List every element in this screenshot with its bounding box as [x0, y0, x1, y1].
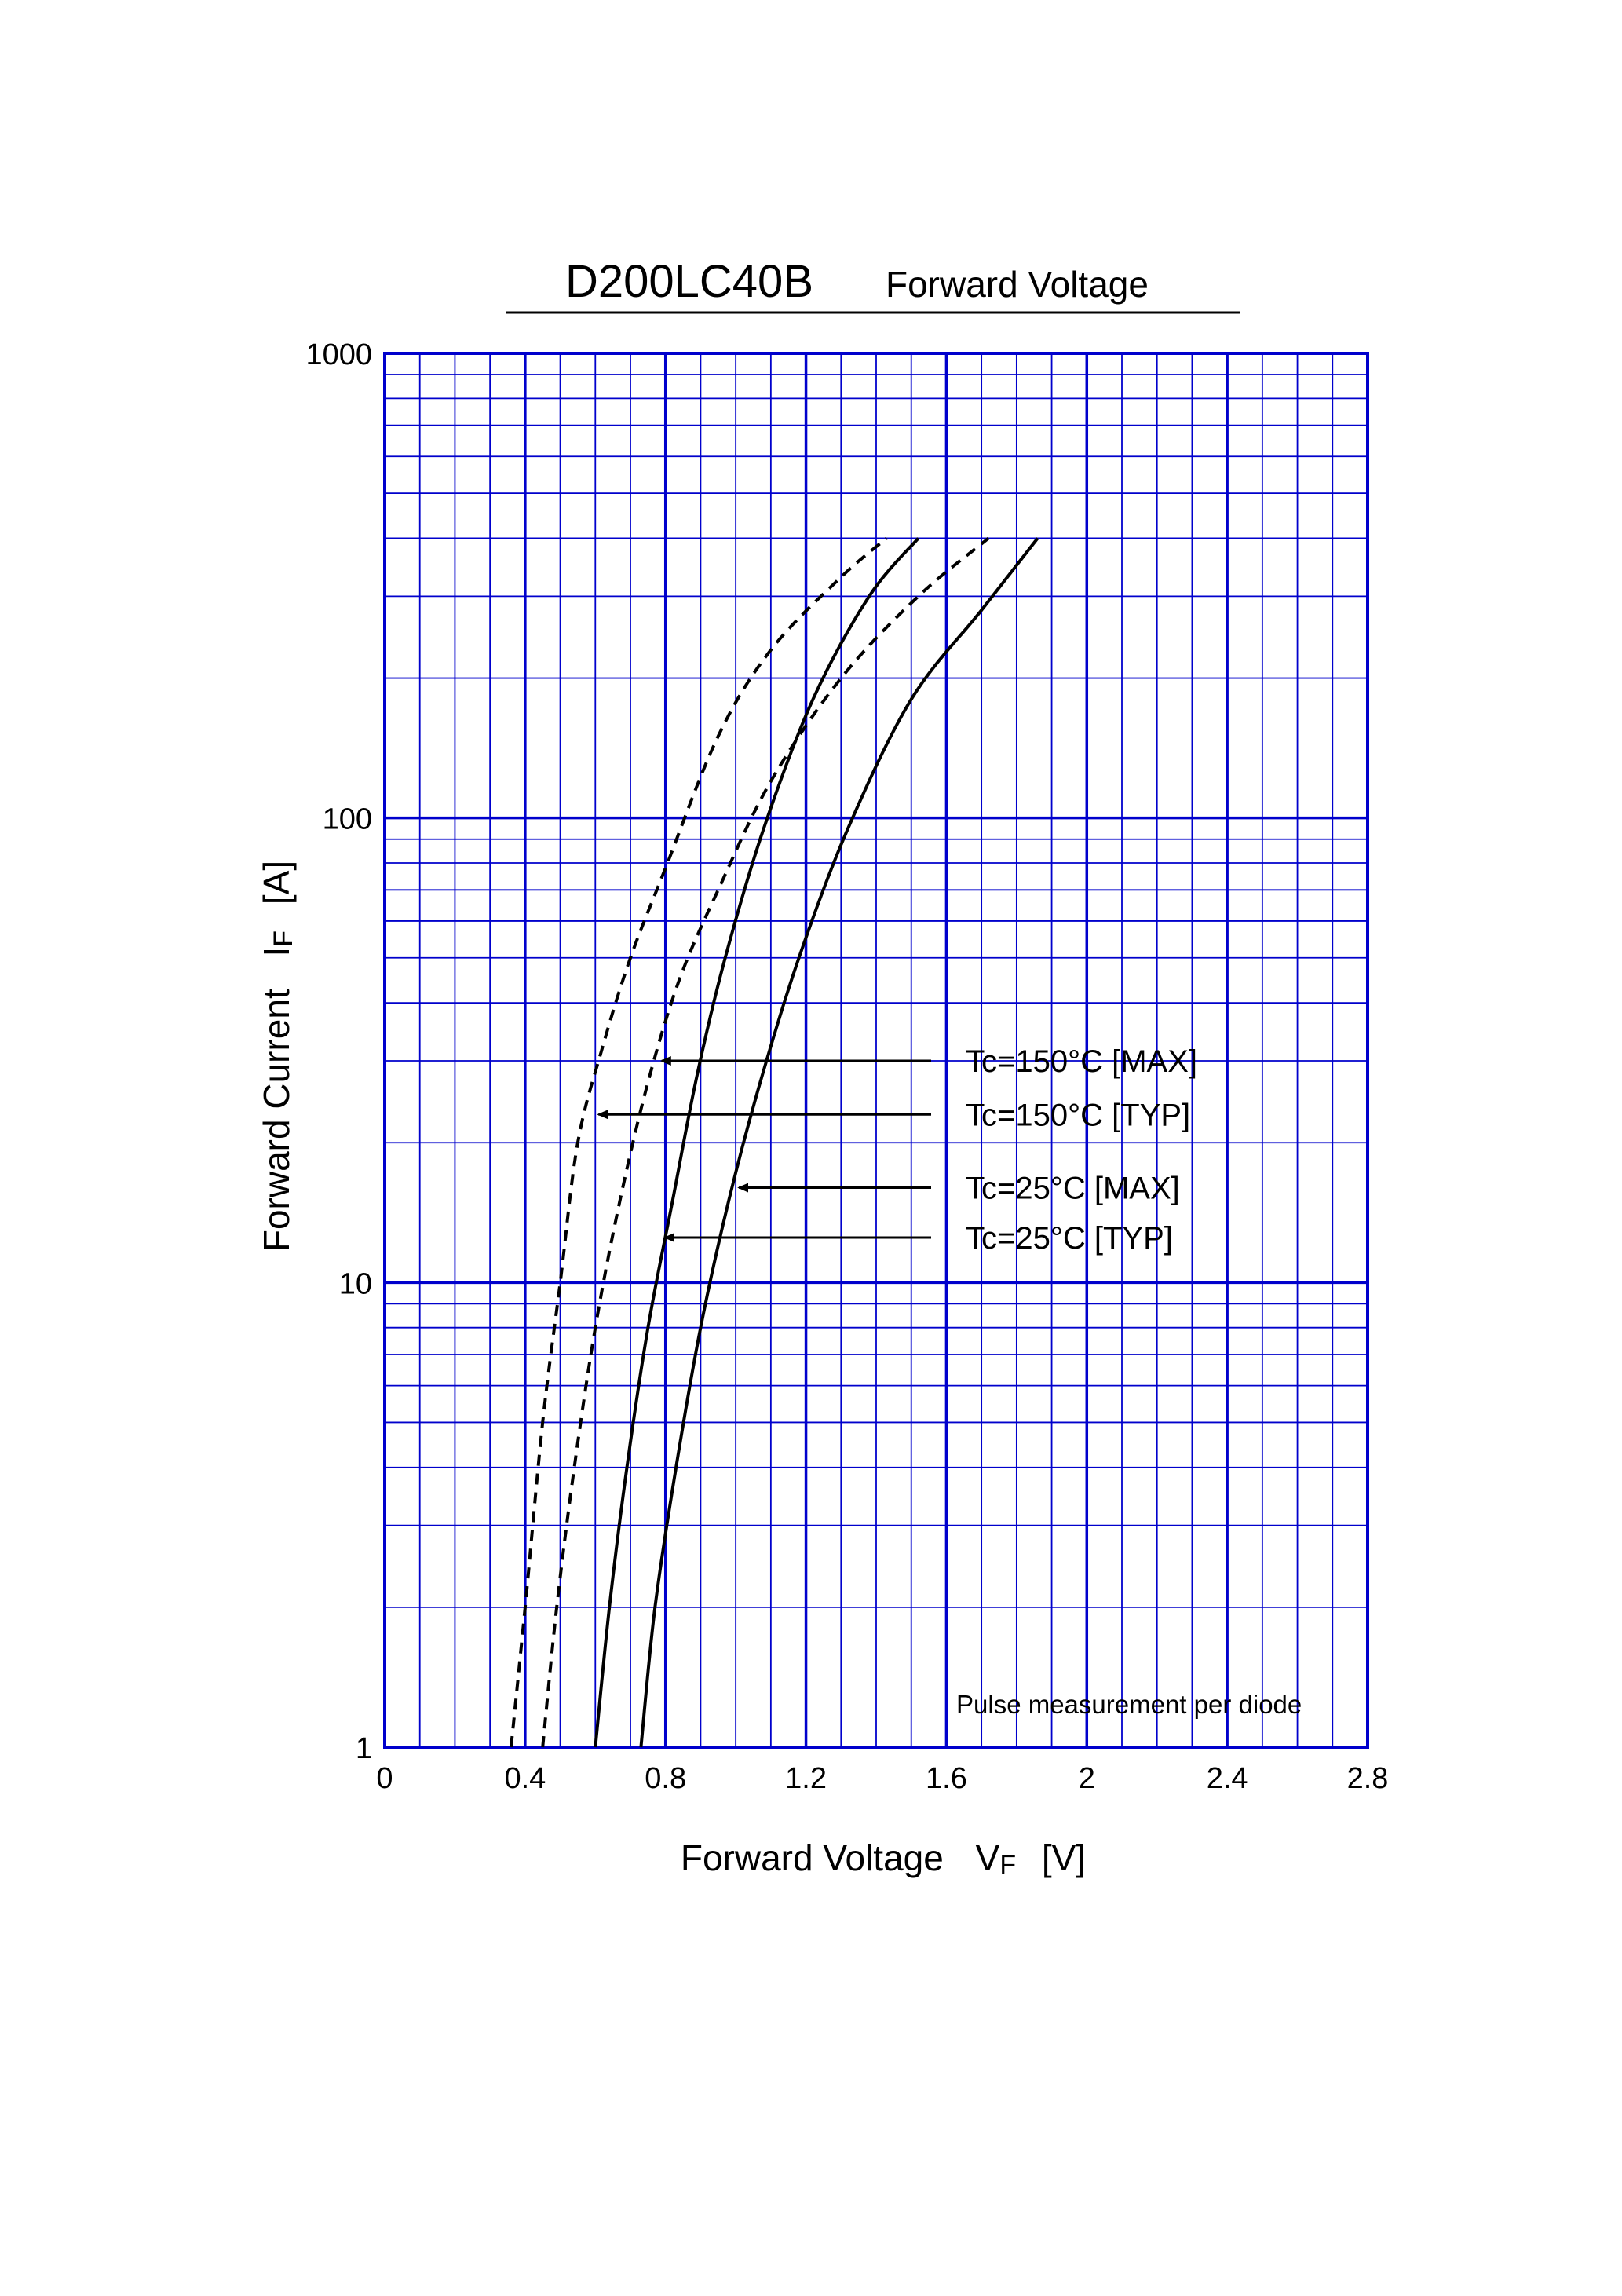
x-axis-unit: [V] — [1042, 1837, 1086, 1878]
series-line-1 — [541, 536, 990, 1748]
annotations: Tc=150°C [MAX] Tc=150°C [TYP] Tc=25°C [MAX… — [597, 1044, 1197, 1256]
y-tick-label: 10 — [339, 1267, 372, 1300]
chart-subtitle: Forward Voltage — [886, 264, 1149, 305]
series-line-0 — [510, 536, 888, 1748]
series-line-2 — [594, 537, 920, 1748]
plot-frame — [383, 352, 1369, 1749]
x-tick-label: 0.8 — [645, 1762, 686, 1795]
chart-title: D200LC40B — [565, 256, 813, 307]
y-axis-title: Forward Current IF [A] — [256, 861, 300, 1252]
series-lines — [510, 536, 1039, 1748]
y-axis-subscript: F — [269, 930, 298, 947]
x-tick-label: 0 — [376, 1762, 393, 1795]
annotation-label: Tc=25°C [MAX] — [966, 1172, 1180, 1206]
x-tick-label: 1.2 — [785, 1762, 827, 1795]
x-axis-symbol: V — [976, 1837, 1000, 1878]
x-axis-title: Forward Voltage VF [V] — [681, 1837, 1086, 1881]
y-tick-label: 100 — [323, 803, 372, 836]
pulse-note: Pulse measurement per diode — [956, 1690, 1302, 1719]
x-axis-subscript: F — [999, 1850, 1016, 1880]
annotation-label: Tc=150°C [TYP] — [966, 1098, 1190, 1132]
series-line-3 — [639, 537, 1039, 1748]
x-tick-label: 2.4 — [1207, 1762, 1248, 1795]
y-axis-unit: [A] — [256, 861, 297, 905]
y-axis-symbol: I — [256, 947, 297, 957]
y-tick-label: 1000 — [305, 338, 372, 371]
x-tick-label: 2.8 — [1347, 1762, 1389, 1795]
x-tick-label: 2 — [1079, 1762, 1095, 1795]
y-axis-label: Forward Current — [256, 989, 297, 1252]
y-axis-ticks: 1 10 100 1000 — [305, 338, 372, 1765]
y-tick-label: 1 — [356, 1732, 372, 1765]
x-axis-label: Forward Voltage — [681, 1837, 944, 1878]
annotation-label: Tc=150°C [MAX] — [966, 1044, 1197, 1079]
annotation-label: Tc=25°C [TYP] — [966, 1221, 1173, 1256]
x-tick-label: 0.4 — [504, 1762, 546, 1795]
x-axis-ticks: 0 0.4 0.8 1.2 1.6 2 2.4 2.8 — [376, 1762, 1388, 1795]
x-tick-label: 1.6 — [926, 1762, 967, 1795]
